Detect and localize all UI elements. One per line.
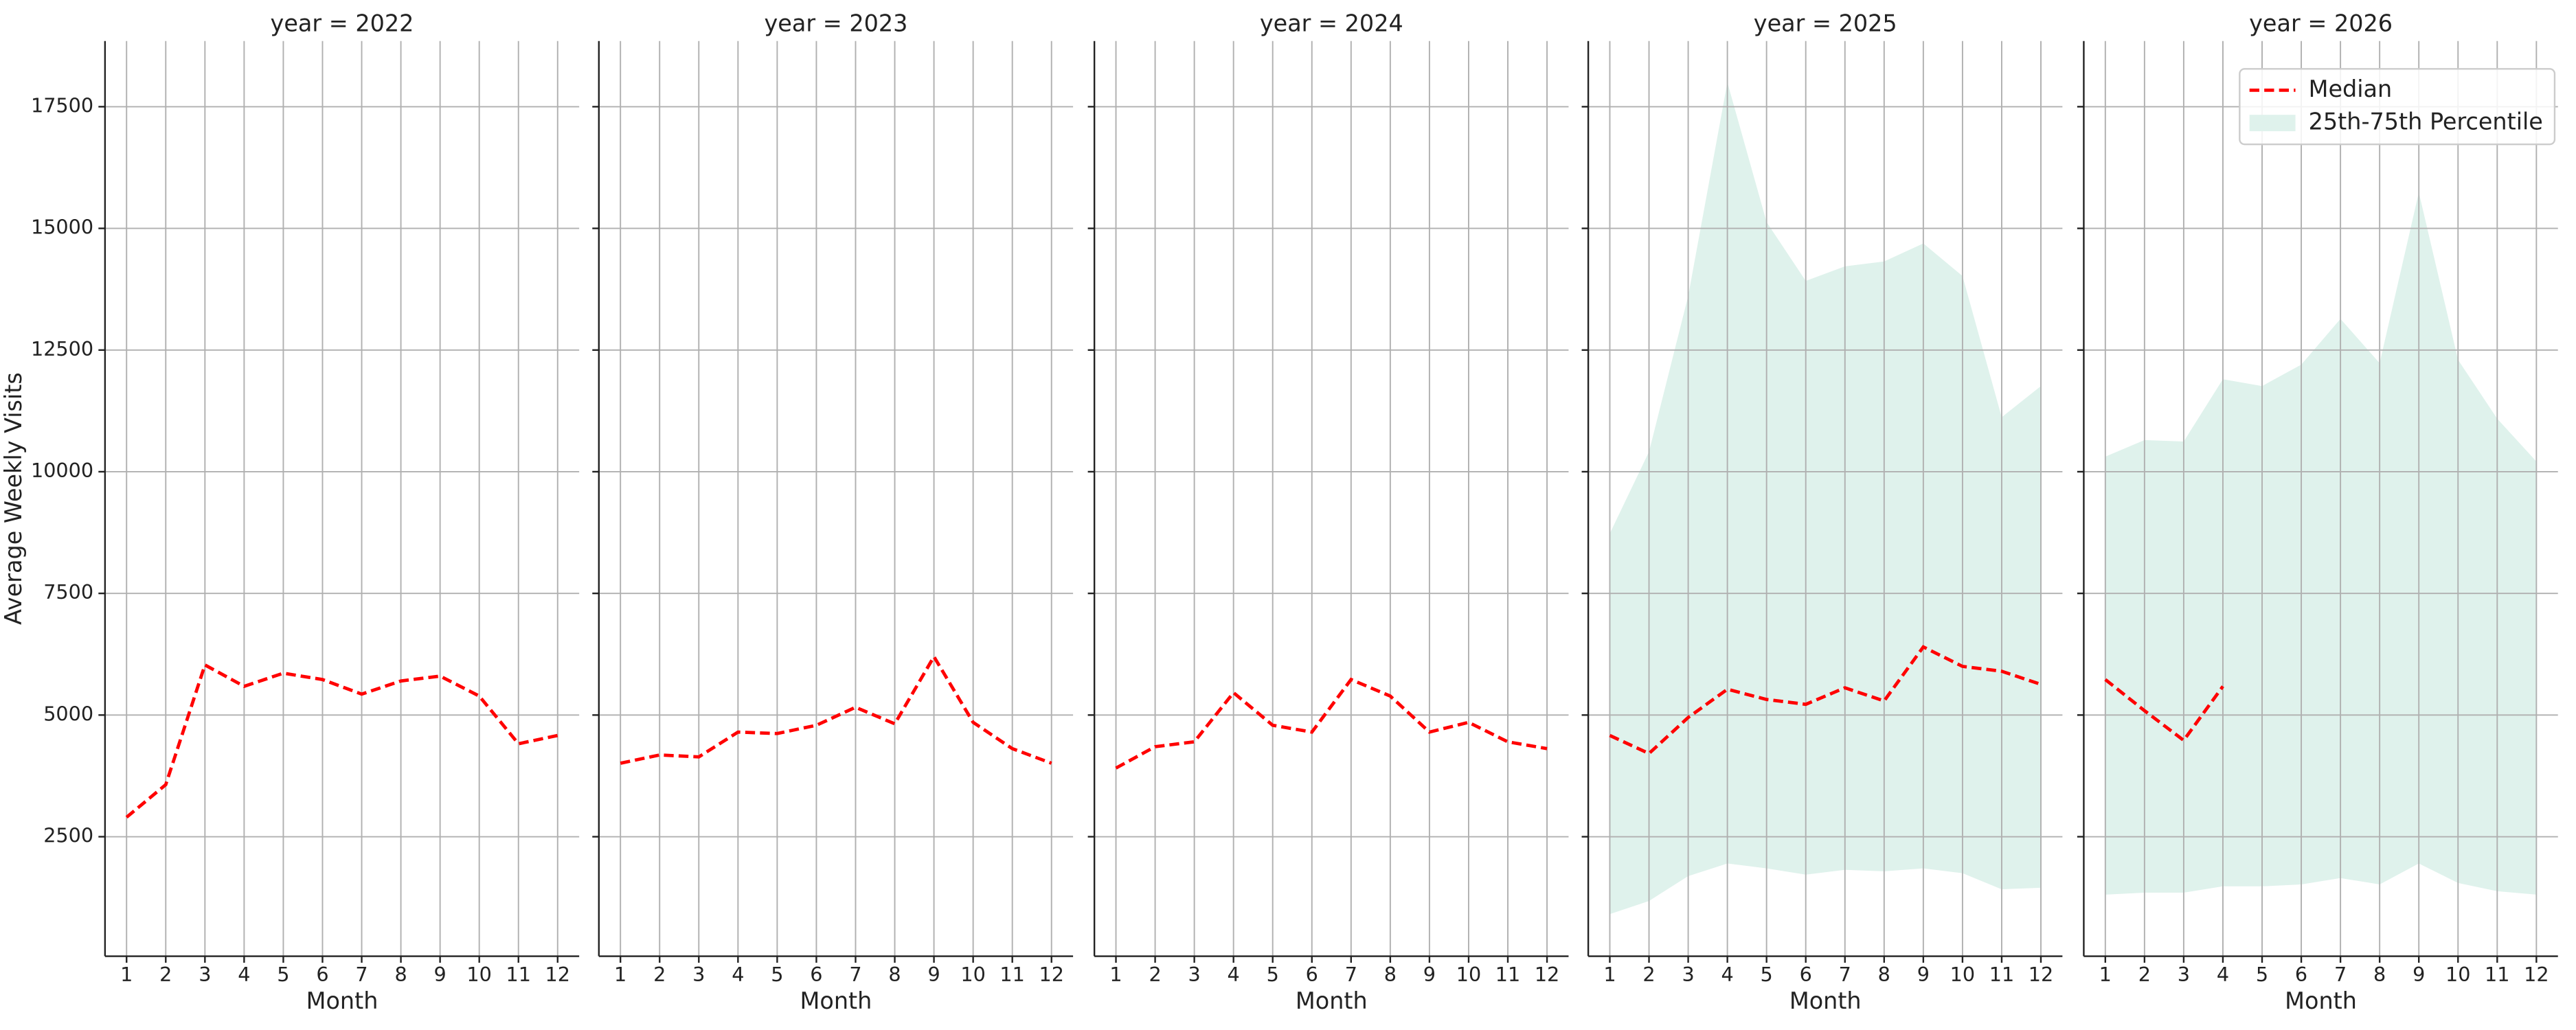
median-line [1115,677,1548,770]
median-line [1609,645,2042,756]
x-tick-label: 1 [2099,963,2112,986]
x-tick-label: 4 [732,963,744,986]
percentile-band [2105,192,2537,895]
x-tick-label: 9 [434,963,447,986]
x-axis-label: Month [800,987,872,1014]
x-tick-label: 2 [653,963,666,986]
x-tick-label: 7 [355,963,368,986]
x-tick-label: 3 [199,963,211,986]
x-tick-label: 11 [999,963,1024,986]
y-tick-label: 17500 [31,93,93,117]
x-tick-label: 2 [1149,963,1161,986]
legend-label: Median [2309,76,2393,102]
x-tick-label: 11 [506,963,530,986]
panel-title: year = 2023 [765,10,908,36]
x-tick-label: 6 [2295,963,2307,986]
x-tick-label: 8 [1878,963,1890,986]
x-tick-label: 9 [1917,963,1930,986]
x-tick-label: 7 [849,963,861,986]
percentile-band [1609,82,2042,915]
x-tick-label: 3 [1682,963,1694,986]
panel-title: year = 2022 [271,10,414,36]
x-tick-label: 9 [2413,963,2425,986]
x-tick-label: 11 [1989,963,2014,986]
x-tick-label: 5 [771,963,783,986]
x-axis-label: Month [306,987,379,1014]
x-tick-label: 5 [2256,963,2268,986]
panel-title: year = 2026 [2249,10,2393,36]
x-tick-label: 11 [1495,963,1520,986]
x-tick-label: 8 [394,963,407,986]
x-tick-label: 6 [1306,963,1318,986]
x-tick-label: 5 [1761,963,1773,986]
x-tick-label: 4 [238,963,250,986]
x-tick-label: 2 [2138,963,2151,986]
legend-swatch [2249,115,2296,132]
x-tick-label: 8 [888,963,901,986]
x-tick-label: 1 [1109,963,1122,986]
x-tick-label: 10 [960,963,985,986]
x-tick-label: 6 [810,963,822,986]
y-tick-label: 2500 [43,824,93,847]
y-tick-label: 5000 [43,702,93,725]
x-tick-label: 10 [2445,963,2470,986]
x-tick-label: 10 [466,963,491,986]
x-tick-label: 8 [2373,963,2386,986]
legend-label: 25th-75th Percentile [2309,108,2543,135]
panel-title: year = 2025 [1754,10,1897,36]
x-tick-label: 3 [692,963,705,986]
legend-box [2239,68,2556,146]
y-tick-label: 12500 [31,337,93,360]
y-tick-label: 10000 [31,459,93,482]
x-tick-label: 12 [2029,963,2053,986]
x-tick-label: 2 [1642,963,1655,986]
x-tick-label: 11 [2485,963,2509,986]
median-line [125,662,558,819]
x-tick-label: 6 [1800,963,1812,986]
x-tick-label: 4 [1228,963,1240,986]
median-line [620,653,1052,765]
x-tick-label: 10 [1456,963,1481,986]
y-tick-label: 15000 [31,216,93,239]
x-tick-label: 3 [1188,963,1201,986]
x-tick-label: 12 [1039,963,1063,986]
x-tick-label: 7 [2334,963,2347,986]
x-tick-label: 5 [1267,963,1279,986]
x-tick-label: 12 [1535,963,1559,986]
median-line [2104,678,2224,743]
x-axis-label: Month [1296,987,1368,1014]
x-tick-label: 4 [2217,963,2229,986]
x-tick-label: 12 [2524,963,2549,986]
x-tick-label: 7 [1839,963,1851,986]
x-tick-label: 1 [1603,963,1616,986]
x-tick-label: 9 [927,963,940,986]
x-tick-label: 5 [277,963,289,986]
x-axis-label: Month [1789,987,1862,1014]
y-axis-label: Average Weekly Visits [0,372,27,625]
x-tick-label: 8 [1384,963,1397,986]
x-tick-label: 3 [2178,963,2190,986]
x-tick-label: 6 [316,963,328,986]
x-tick-label: 9 [1423,963,1436,986]
x-tick-label: 7 [1345,963,1357,986]
x-tick-label: 2 [159,963,172,986]
x-tick-label: 12 [545,963,570,986]
x-tick-label: 1 [614,963,626,986]
x-tick-label: 1 [120,963,133,986]
panel-title: year = 2024 [1260,10,1403,36]
x-tick-label: 4 [1721,963,1734,986]
x-tick-label: 10 [1950,963,1975,986]
x-axis-label: Month [2285,987,2357,1014]
y-tick-label: 7500 [43,580,93,604]
